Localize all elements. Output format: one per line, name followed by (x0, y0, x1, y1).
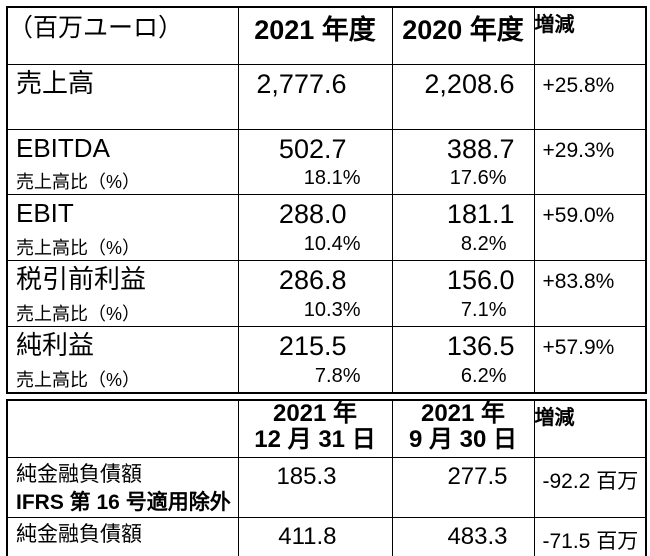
table-row-net-debt: 純金融負債額 411.8 483.3 -71.5 百万 (6, 516, 647, 556)
change-value: +25.8% (542, 73, 615, 97)
value-2021: 502.7 (278, 133, 347, 164)
row-label: EBIT (16, 198, 74, 229)
date-line1: 2021 年 (272, 400, 358, 428)
empty-header-cell (6, 399, 239, 458)
table-row-ebitda: EBITDA 売上高比（%） 502.7 18.1% 388.7 17.6% +… (6, 128, 647, 196)
change-value: -71.5 百万 (542, 529, 639, 553)
net-debt-table: 2021 年 12 月 31 日 2021 年 9 月 30 日 増減 純金融負… (6, 399, 647, 556)
pct-2020: 7.1% (460, 298, 507, 321)
pct-2020: 8.2% (460, 233, 507, 256)
fy2021-header: 2021 年度 (237, 6, 393, 65)
row-label: 純利益 (16, 330, 95, 361)
table1-header-row: （百万ユーロ） 2021 年度 2020 年度 増減 (6, 6, 647, 65)
value-2021: 215.5 (278, 331, 347, 362)
change-value: +83.8% (542, 270, 615, 294)
units-header: （百万ユーロ） (6, 6, 239, 65)
row-sublabel: 売上高比（%） (16, 370, 141, 391)
value-2020: 136.5 (446, 331, 515, 362)
pct-2020: 6.2% (460, 364, 507, 387)
fy2020-header: 2020 年度 (391, 6, 535, 65)
row-label: 売上高 (16, 67, 95, 98)
value-2021: 288.0 (278, 199, 347, 230)
date-line2: 12 月 31 日 (254, 426, 376, 454)
table-row-net-debt-ex-ifrs16: 純金融負債額 IFRS 第 16 号適用除外 185.3 277.5 -92.2… (6, 456, 647, 518)
value-dec31: 185.3 (276, 462, 337, 490)
row-sublabel: 売上高比（%） (16, 238, 141, 259)
pct-2020: 17.6% (449, 167, 507, 190)
table-row-pretax-profit: 税引前利益 売上高比（%） 286.8 10.3% 156.0 7.1% +83… (6, 260, 647, 328)
change-value: -92.2 百万 (542, 469, 639, 493)
pct-2021: 10.3% (303, 298, 361, 321)
value-2020: 2,208.6 (424, 68, 515, 99)
date-line1: 2021 年 (420, 400, 506, 428)
value-dec31: 411.8 (278, 522, 337, 550)
income-statement-table: （百万ユーロ） 2021 年度 2020 年度 増減 売上高 2,777.6 2… (6, 6, 647, 395)
row-label: 純金融負債額 (16, 522, 142, 546)
value-2021: 2,777.6 (256, 68, 347, 99)
pct-2021: 18.1% (303, 167, 361, 190)
date-sep30-header: 2021 年 9 月 30 日 (391, 399, 535, 458)
change-header: 増減 (533, 6, 647, 65)
date-line2: 9 月 30 日 (408, 426, 518, 454)
date-dec31-header: 2021 年 12 月 31 日 (237, 399, 393, 458)
value-sep30: 277.5 (447, 462, 508, 490)
table2-header-row: 2021 年 12 月 31 日 2021 年 9 月 30 日 増減 (6, 399, 647, 458)
row-label-line2: IFRS 第 16 号適用除外 (16, 490, 231, 514)
value-2020: 181.1 (446, 199, 515, 230)
value-2021: 286.8 (278, 265, 347, 296)
change-value: +57.9% (542, 336, 615, 360)
value-2020: 156.0 (446, 265, 515, 296)
change-header: 増減 (533, 399, 647, 458)
row-sublabel: 売上高比（%） (16, 172, 141, 193)
pct-2021: 10.4% (303, 233, 361, 256)
row-label: 税引前利益 (16, 264, 147, 295)
row-sublabel: 売上高比（%） (16, 304, 141, 325)
row-label: 純金融負債額 (16, 462, 142, 486)
value-2020: 388.7 (446, 133, 515, 164)
value-sep30: 483.3 (447, 522, 508, 550)
change-value: +29.3% (542, 138, 615, 162)
table-row-ebit: EBIT 売上高比（%） 288.0 10.4% 181.1 8.2% +59.… (6, 194, 647, 262)
table-row-revenue: 売上高 2,777.6 2,208.6 +25.8% (6, 63, 647, 130)
pct-2021: 7.8% (314, 364, 361, 387)
table-row-net-profit: 純利益 売上高比（%） 215.5 7.8% 136.5 6.2% +57.9% (6, 326, 647, 394)
row-label: EBITDA (16, 132, 110, 163)
change-value: +59.0% (542, 204, 615, 228)
